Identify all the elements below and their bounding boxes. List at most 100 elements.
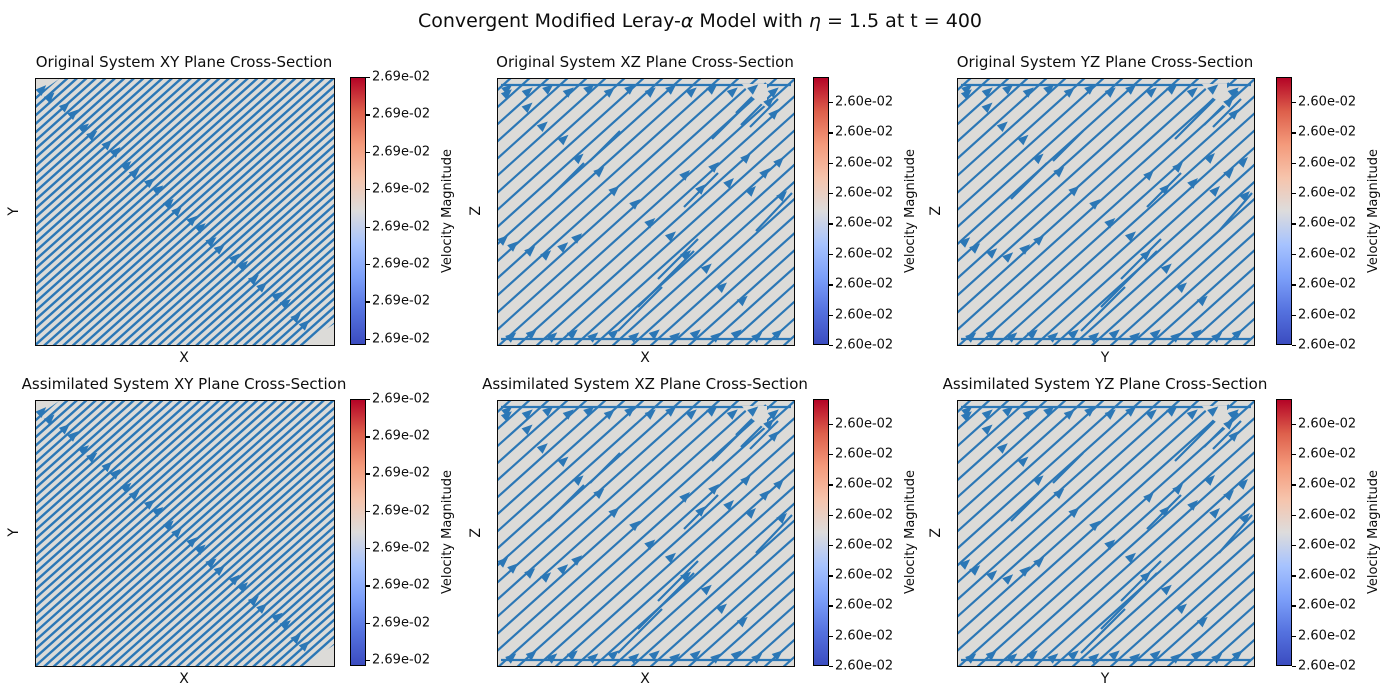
streamline — [958, 79, 1010, 126]
colorbar-tick-mark — [366, 114, 370, 116]
streamline-arrowhead — [540, 572, 552, 583]
colorbar-axis-label-text: Velocity Magnitude — [1365, 470, 1381, 595]
streamline — [958, 79, 1124, 228]
colorbar-tick-label: 2.60e-02 — [835, 246, 894, 262]
streamline-arrowhead — [700, 263, 712, 275]
streamline-arrowhead — [1175, 603, 1187, 615]
streamline — [166, 516, 334, 666]
streamline-arrowhead — [689, 329, 701, 340]
streamline — [498, 401, 721, 601]
streamline — [498, 79, 683, 246]
streamline-arrowhead — [58, 423, 70, 435]
streamline-arrowhead — [961, 406, 973, 417]
streamline-arrowhead — [1166, 406, 1178, 417]
colorbar-tick-label: 2.60e-02 — [1298, 416, 1357, 432]
colorbar-tick-mark — [829, 345, 833, 347]
colorbar-tick-label: 2.69e-02 — [372, 428, 431, 444]
streamline-arrowhead — [1140, 571, 1152, 583]
streamline — [1109, 215, 1254, 345]
streamline — [668, 553, 794, 666]
streamline — [1147, 570, 1254, 666]
streamline-arrowhead — [1068, 185, 1080, 197]
streamline — [649, 536, 794, 666]
corner-gap — [1202, 406, 1227, 430]
colorbar-tick-mark — [1292, 253, 1296, 256]
streamline-arrowhead — [525, 329, 537, 340]
colorbar-tick-label: 2.60e-02 — [835, 537, 894, 553]
colorbar-axis-label: Velocity Magnitude — [1362, 400, 1384, 665]
streamline — [744, 621, 794, 666]
streamline-arrowhead — [1239, 513, 1250, 524]
streamline-arrowhead — [959, 237, 971, 248]
streamline-segment — [1010, 484, 1048, 522]
colorbar-tick-label: 2.60e-02 — [835, 597, 894, 613]
streamline — [649, 215, 794, 345]
streamline-segment — [589, 452, 621, 484]
streamline — [1052, 485, 1254, 666]
colorbar-tick-label: 2.60e-02 — [1298, 567, 1357, 583]
streamline-arrowhead — [628, 653, 640, 664]
streamline — [280, 297, 334, 345]
streamline — [185, 212, 334, 345]
streamline-arrowhead — [680, 571, 692, 583]
streamline — [687, 249, 794, 345]
streamline — [36, 79, 306, 321]
colorbar-tick-label: 2.69e-02 — [372, 106, 431, 122]
streamline-arrowhead — [665, 84, 677, 95]
colorbar-tick-label: 2.69e-02 — [372, 144, 431, 160]
colorbar-tick-label: 2.69e-02 — [372, 615, 431, 631]
streamline-arrowhead — [771, 329, 783, 340]
colorbar-axis-label: Velocity Magnitude — [899, 78, 921, 344]
colorbar-tick-mark — [366, 622, 370, 624]
streamline — [36, 401, 145, 498]
streamline-arrowhead — [521, 87, 533, 98]
colorbar-tick-mark — [366, 263, 370, 266]
streamline-arrowhead — [1032, 475, 1044, 486]
streamline — [71, 432, 334, 666]
streamline-arrowhead — [768, 431, 779, 442]
colorbar-tick-label: 2.60e-02 — [835, 507, 894, 523]
colorbar-tick-mark — [366, 585, 370, 587]
streamline — [498, 401, 569, 465]
streamline-arrowhead — [715, 282, 727, 293]
streamline-arrowhead — [1033, 235, 1045, 246]
streamline-arrowhead — [298, 640, 310, 652]
streamline-arrowhead — [1104, 539, 1116, 550]
streamline-arrowhead — [1166, 84, 1178, 95]
y-axis-label: Y — [3, 78, 25, 344]
colorbar-tick-mark — [366, 548, 370, 550]
streamline — [958, 401, 1010, 448]
colorbar-tick-mark — [829, 666, 833, 668]
colorbar-tick-mark — [1292, 423, 1296, 426]
streamline-segment — [1203, 412, 1239, 448]
streamline-segment — [637, 250, 695, 308]
streamline — [271, 609, 334, 666]
streamline — [36, 401, 249, 591]
streamline-arrowhead — [1089, 199, 1101, 210]
streamline-arrowhead — [194, 544, 206, 555]
streamline-arrowhead — [1196, 295, 1208, 307]
suptitle-eta-symbol: η — [808, 10, 821, 32]
streamline-arrowhead — [603, 87, 615, 98]
streamline-arrowhead — [1223, 168, 1234, 179]
streamline-arrowhead — [1223, 490, 1234, 501]
streamline-arrowhead — [1159, 506, 1170, 517]
streamline-arrowhead — [194, 223, 206, 234]
streamline — [81, 440, 334, 666]
streamline — [36, 401, 211, 557]
streamline — [36, 79, 88, 126]
streamline-arrowhead — [1145, 409, 1157, 420]
streamline — [128, 482, 334, 666]
streamline-arrowhead — [751, 653, 763, 664]
streamline-arrowhead — [1160, 584, 1172, 596]
y-axis-label: Y — [3, 400, 25, 665]
colorbar-tick-label: 2.69e-02 — [372, 331, 431, 347]
streamline-arrowhead — [730, 329, 742, 340]
streamline-arrowhead — [1231, 650, 1243, 661]
streamline-arrowhead — [715, 603, 727, 615]
streamline — [36, 401, 240, 583]
streamline-arrowhead — [685, 409, 697, 420]
streamline-arrowhead — [603, 409, 615, 420]
streamline-arrowhead — [228, 574, 240, 586]
streamline — [52, 93, 334, 345]
